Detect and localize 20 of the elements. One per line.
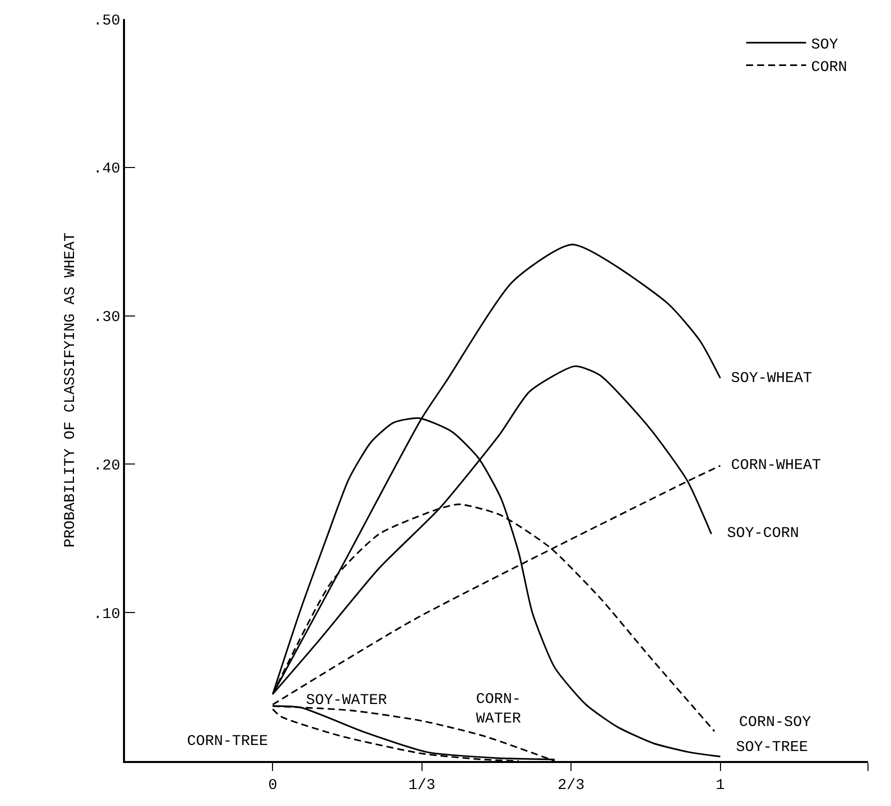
y-tick-label: .50: [93, 12, 120, 30]
legend-label: SOY: [811, 36, 838, 54]
series-label: SOY-TREE: [736, 739, 808, 756]
series-label: SOY-CORN: [727, 525, 800, 542]
y-tick-label: .20: [93, 457, 120, 474]
y-tick-label: .30: [93, 309, 120, 326]
series-label: CORN-SOY: [739, 714, 812, 731]
series-label: SOY-WATER: [306, 692, 388, 709]
y-tick-label: .10: [93, 606, 120, 623]
x-tick-label: 1/3: [408, 776, 436, 794]
series-label: CORN-WATER: [476, 691, 522, 728]
series-label: CORN-TREE: [187, 733, 268, 750]
y-tick-label: .40: [93, 160, 120, 178]
x-tick-label: 0: [268, 776, 278, 794]
series-label: CORN-WHEAT: [731, 457, 822, 474]
x-tick-label: 2/3: [558, 776, 585, 794]
x-tick-label: 1: [716, 776, 725, 794]
legend-label: CORN: [811, 59, 848, 76]
y-axis-title: PROBABILITY OF CLASSIFYING AS WHEAT: [62, 232, 79, 548]
series-label: SOY-WHEAT: [731, 370, 812, 387]
